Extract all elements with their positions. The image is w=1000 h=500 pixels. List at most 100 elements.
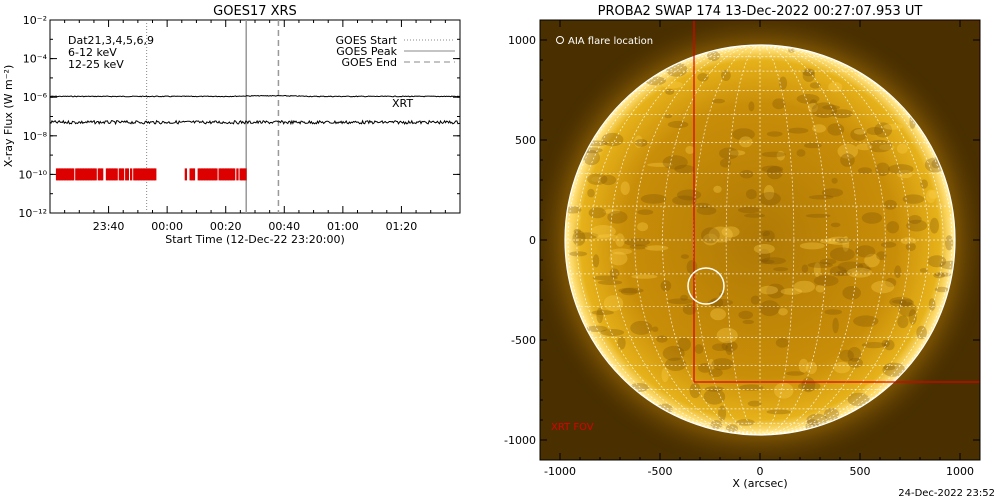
disk-feature xyxy=(712,343,728,352)
disk-feature xyxy=(587,188,595,198)
xrt-observation-bar xyxy=(121,168,125,181)
longitude-line xyxy=(759,45,858,435)
disk-feature xyxy=(883,199,898,210)
disk-feature xyxy=(726,424,738,433)
disk-feature xyxy=(808,194,834,200)
xrt-observation-bar xyxy=(210,168,213,181)
xrt-observation-bar xyxy=(200,168,204,181)
disk-feature xyxy=(640,194,667,204)
disk-feature xyxy=(696,206,717,215)
longitude-line xyxy=(725,45,761,435)
disk-feature xyxy=(607,210,628,224)
disk-feature xyxy=(842,286,861,300)
disk-feature xyxy=(833,361,851,374)
goes-xlabel: Start Time (12-Dec-22 23:20:00) xyxy=(165,233,345,246)
disk-feature xyxy=(742,319,755,325)
disk-feature xyxy=(721,69,731,81)
disk-feature xyxy=(785,371,805,376)
xrt-observation-bar xyxy=(55,168,59,181)
solar-limb xyxy=(564,44,956,436)
xrt-observation-bar xyxy=(241,168,244,181)
disk-feature xyxy=(587,173,608,185)
disk-feature xyxy=(707,50,720,62)
xrt-observation-bar xyxy=(189,168,192,181)
disk-feature xyxy=(677,337,691,352)
disk-feature xyxy=(928,190,939,199)
goes-title: GOES17 XRS xyxy=(213,4,297,19)
disk-feature xyxy=(857,167,873,175)
disk-feature xyxy=(811,102,838,118)
swap-x-tick-label: 500 xyxy=(850,465,871,478)
swap-y-tick-label: 1000 xyxy=(508,34,536,47)
disk-feature xyxy=(674,164,695,174)
xrt-observation-bar xyxy=(92,168,96,181)
disk-feature xyxy=(697,73,709,82)
xrt-observation-bar xyxy=(191,168,194,181)
xrt-observation-bar xyxy=(112,168,115,181)
disk-feature xyxy=(778,308,788,316)
disk-feature xyxy=(759,300,780,317)
xrt-observation-bar xyxy=(84,168,88,181)
xrt-observation-bar xyxy=(142,168,146,181)
y-tick-label: 10⁻¹² xyxy=(18,207,47,220)
disk-feature xyxy=(824,309,842,315)
disk-feature xyxy=(677,189,702,201)
xrt-observation-bar xyxy=(81,168,84,181)
goes-band-low: 6-12 keV xyxy=(68,46,117,59)
disk-feature xyxy=(739,384,764,391)
xrt-observation-bar xyxy=(83,168,86,181)
swap-xlabel: X (arcsec) xyxy=(732,477,787,490)
disk-feature xyxy=(889,296,913,307)
xrt-observation-bar xyxy=(212,168,215,181)
disk-feature xyxy=(609,251,628,266)
xrt-observation-bar xyxy=(220,168,223,181)
x-tick-label: 23:40 xyxy=(93,220,125,233)
xrt-observation-bar xyxy=(72,168,75,181)
xrt-observation-bar xyxy=(80,168,83,181)
disk-feature xyxy=(713,185,722,193)
disk-feature xyxy=(718,405,727,422)
disk-feature xyxy=(831,177,838,184)
disk-feature xyxy=(609,268,620,278)
x-tick-label: 01:00 xyxy=(327,220,359,233)
xrt-observation-bar xyxy=(86,168,89,181)
longitude-line xyxy=(662,45,761,435)
disk-feature xyxy=(798,358,809,373)
disk-feature xyxy=(861,342,887,349)
disk-feature xyxy=(761,165,784,173)
xrt-observation-bar xyxy=(144,168,147,181)
xrt-observation-bar xyxy=(101,168,104,181)
footer-timestamp: 24-Dec-2022 23:52 xyxy=(898,488,995,499)
disk-feature xyxy=(776,150,785,161)
xrt-observation-bar xyxy=(91,168,94,181)
xrt-observation-bar xyxy=(65,168,68,181)
disk-feature xyxy=(595,234,618,240)
disk-feature xyxy=(665,88,675,95)
disk-feature xyxy=(664,114,673,119)
disk-feature xyxy=(856,263,870,275)
xrt-observation-bar xyxy=(229,168,233,181)
xrt-observation-bar xyxy=(197,168,200,181)
disk-feature xyxy=(905,242,916,251)
xrt-observation-bar xyxy=(113,168,117,181)
disk-feature xyxy=(834,237,852,244)
xrt-observation-bar xyxy=(130,168,133,181)
disk-feature xyxy=(728,150,746,156)
disk-feature xyxy=(701,227,720,244)
disk-feature xyxy=(863,383,880,398)
xrt-observation-bar xyxy=(139,168,142,181)
disk-feature xyxy=(892,299,907,304)
disk-feature xyxy=(739,136,753,148)
disk-feature xyxy=(809,99,818,109)
xrt-observation-bar xyxy=(76,168,80,181)
longitude-line xyxy=(759,45,886,435)
disk-feature xyxy=(855,245,876,258)
xrt-observation-bar xyxy=(208,168,212,181)
disk-feature xyxy=(850,128,867,141)
longitude-line xyxy=(590,45,761,435)
disk-feature xyxy=(631,274,658,279)
disk-feature xyxy=(902,194,925,204)
xrt-observation-bar xyxy=(62,168,65,181)
goes-band-high: 12-25 keV xyxy=(68,58,124,71)
xrt-observation-bar xyxy=(205,168,208,181)
